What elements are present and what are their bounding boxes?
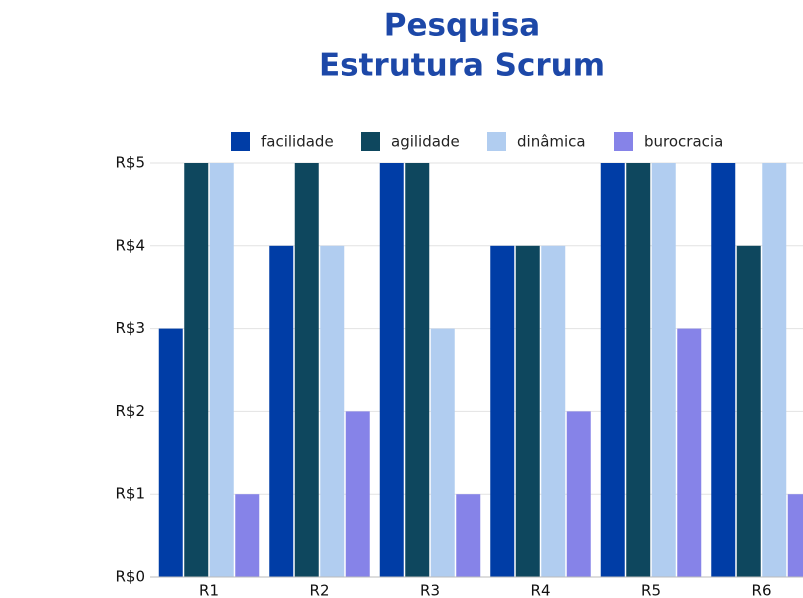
x-tick-label: R3 (420, 582, 440, 598)
legend-swatch (614, 132, 633, 151)
bar (541, 245, 566, 578)
bar (566, 411, 591, 577)
chart-title: Estrutura Scrum (319, 48, 605, 84)
bar (184, 163, 209, 577)
bar (430, 328, 455, 577)
bar (294, 163, 319, 577)
bar (651, 163, 676, 577)
bar (711, 163, 736, 577)
legend-label: agilidade (391, 133, 460, 151)
legend-swatch (487, 132, 506, 151)
bar (405, 163, 430, 577)
chart-title: Pesquisa (384, 8, 540, 44)
y-tick-label: R$2 (115, 402, 145, 420)
x-tick-label: R4 (531, 582, 551, 598)
legend-swatch (361, 132, 380, 151)
legend-swatch (231, 132, 250, 151)
bar (626, 163, 651, 577)
x-tick-label: R1 (199, 582, 219, 598)
bar (515, 245, 540, 578)
bar (235, 494, 260, 577)
legend-label: facilidade (261, 133, 334, 151)
bar (320, 245, 345, 578)
bar (158, 328, 183, 577)
legend-label: burocracia (644, 133, 723, 151)
y-tick-label: R$4 (115, 236, 145, 254)
bar (269, 245, 294, 578)
bar (456, 494, 481, 577)
bar (677, 328, 702, 577)
y-tick-label: R$0 (115, 568, 145, 586)
y-tick-label: R$3 (115, 319, 145, 337)
bar (345, 411, 370, 577)
bar (490, 245, 515, 578)
legend-label: dinâmica (517, 133, 586, 151)
x-tick-label: R5 (641, 582, 661, 598)
x-tick-label: R6 (752, 582, 772, 598)
bar (379, 163, 404, 577)
bar (736, 245, 761, 578)
bar (209, 163, 234, 577)
x-tick-label: R2 (310, 582, 330, 598)
bar (787, 494, 803, 577)
y-tick-label: R$5 (115, 154, 145, 172)
bar (600, 163, 625, 577)
bar (762, 163, 787, 577)
y-tick-label: R$1 (115, 485, 145, 503)
